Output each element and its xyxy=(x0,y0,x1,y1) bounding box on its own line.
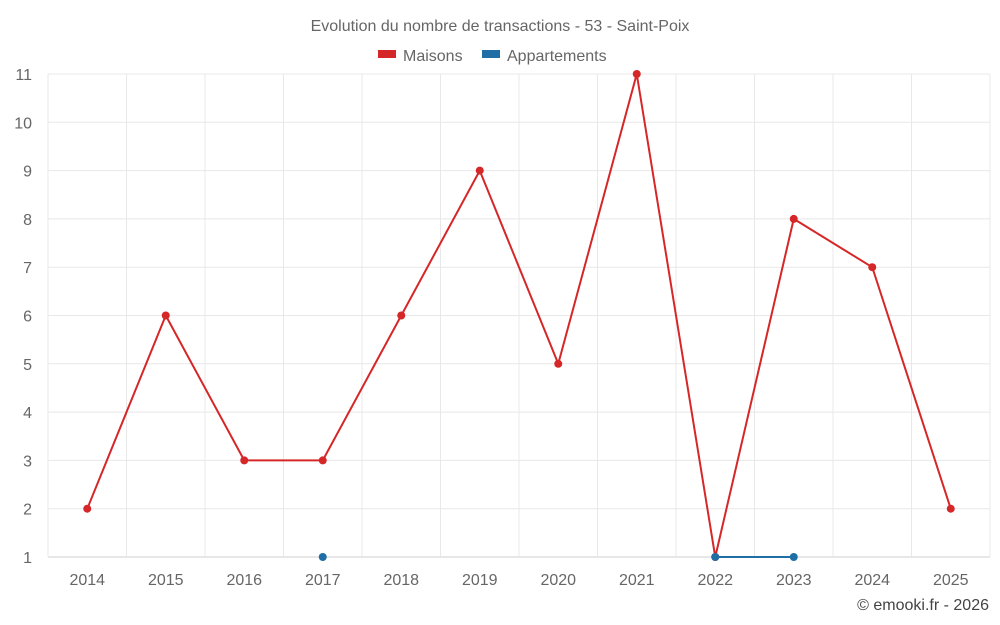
x-tick-label: 2023 xyxy=(776,572,812,589)
x-tick-label: 2015 xyxy=(148,572,184,589)
data-point-maisons[interactable] xyxy=(161,311,170,320)
y-tick-label: 6 xyxy=(23,309,32,326)
chart-title: Evolution du nombre de transactions - 53… xyxy=(311,18,690,35)
data-point-maisons[interactable] xyxy=(946,504,955,513)
x-tick-label: 2014 xyxy=(69,572,105,589)
data-point-maisons[interactable] xyxy=(240,456,249,465)
x-tick-label: 2024 xyxy=(854,572,890,589)
grid xyxy=(47,73,991,558)
x-tick-label: 2025 xyxy=(933,572,969,589)
x-tick-label: 2021 xyxy=(619,572,655,589)
legend-swatch-maisons xyxy=(378,50,396,58)
y-tick-label: 4 xyxy=(23,405,32,422)
y-tick-label: 9 xyxy=(23,164,32,181)
y-tick-label: 8 xyxy=(23,212,32,229)
y-tick-label: 7 xyxy=(23,260,32,277)
x-axis-tick-labels: 2014 2015 2016 2017 2018 2019 2020 2021 2022 2023… xyxy=(69,572,968,589)
data-point-maisons[interactable] xyxy=(868,263,877,272)
data-point-maisons[interactable] xyxy=(397,311,406,320)
data-point-appartements[interactable] xyxy=(711,553,720,561)
x-tick-label: 2020 xyxy=(540,572,576,589)
data-point-maisons[interactable] xyxy=(475,166,484,175)
data-point-maisons[interactable] xyxy=(554,359,563,368)
y-tick-label: 10 xyxy=(14,115,32,132)
legend: Maisons Appartements xyxy=(378,48,607,65)
data-point-maisons[interactable] xyxy=(789,214,798,223)
data-point-appartements[interactable] xyxy=(318,553,327,561)
data-point-maisons[interactable] xyxy=(632,70,641,78)
data-point-maisons[interactable] xyxy=(318,456,327,465)
x-tick-label: 2019 xyxy=(462,572,498,589)
legend-swatch-appartements xyxy=(482,50,500,58)
y-tick-label: 1 xyxy=(23,550,32,567)
data-point-maisons[interactable] xyxy=(83,504,92,513)
y-tick-label: 5 xyxy=(23,357,32,374)
x-tick-label: 2017 xyxy=(305,572,341,589)
y-axis-tick-labels: 1 2 3 4 5 6 7 8 9 10 11 xyxy=(14,67,32,567)
y-tick-label: 11 xyxy=(15,67,32,84)
x-tick-label: 2022 xyxy=(697,572,733,589)
series-appartements xyxy=(318,553,798,561)
x-tick-label: 2016 xyxy=(226,572,262,589)
y-tick-label: 3 xyxy=(23,453,32,470)
legend-label-appartements: Appartements xyxy=(507,48,607,65)
data-point-appartements[interactable] xyxy=(789,553,798,561)
legend-item-appartements[interactable]: Appartements xyxy=(482,48,607,65)
x-tick-label: 2018 xyxy=(383,572,419,589)
legend-item-maisons[interactable]: Maisons xyxy=(378,48,463,65)
series-line-maisons xyxy=(86,73,952,558)
y-tick-label: 2 xyxy=(23,502,32,519)
credit-text: © emooki.fr - 2026 xyxy=(857,597,989,614)
series xyxy=(83,70,955,561)
legend-label-maisons: Maisons xyxy=(403,48,463,65)
